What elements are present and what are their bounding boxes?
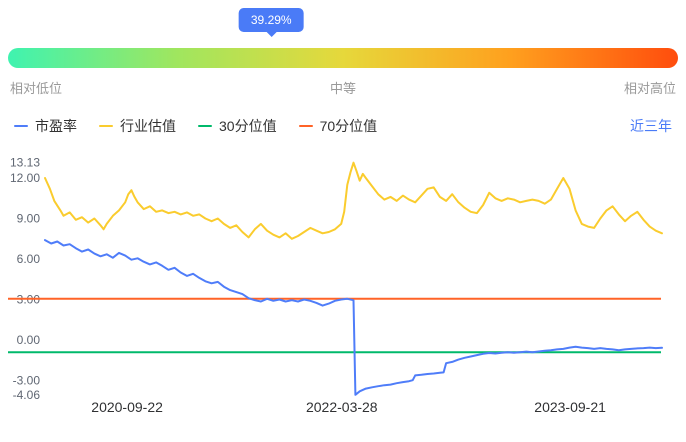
gauge-tooltip-value: 39.29% (250, 13, 292, 27)
pe-line-swatch-icon (14, 125, 28, 127)
legend-item-industry[interactable]: 行业估值 (99, 116, 176, 136)
y-axis-label: 0.00 (17, 333, 41, 347)
industry-series-line (44, 161, 663, 240)
gauge-label-mid: 中等 (329, 81, 356, 96)
x-axis-label: 2020-09-22 (91, 399, 163, 415)
p30-line-swatch-icon (198, 125, 212, 127)
gauge-label-high: 相对高位 (623, 81, 676, 96)
y-axis-label: -3.00 (13, 374, 41, 388)
legend-label-70th-percentile: 70分位值 (319, 118, 378, 134)
x-axis-label: 2022-03-28 (306, 399, 378, 415)
y-axis-label: 6.00 (17, 252, 41, 266)
pe-series-line (44, 239, 663, 396)
gauge-labels: 相对低位 中等 相对高位 (10, 78, 676, 97)
valuation-line-chart[interactable]: 13.1312.009.006.003.000.00-3.00-4.062020… (0, 150, 686, 442)
legend-item-30th-percentile[interactable]: 30分位值 (198, 116, 277, 136)
chart-legend: 市盈率 行业估值 30分位值 70分位值 近三年 (14, 116, 672, 136)
y-axis-label: 9.00 (17, 212, 41, 226)
legend-item-pe[interactable]: 市盈率 (14, 116, 77, 136)
y-axis-label: 13.13 (10, 156, 40, 170)
gauge-gradient-bar (8, 48, 678, 68)
legend-item-70th-percentile[interactable]: 70分位值 (298, 116, 378, 136)
x-axis-label: 2023-09-21 (534, 399, 606, 415)
legend-label-industry: 行业估值 (120, 118, 176, 134)
gauge-label-low: 相对低位 (10, 81, 63, 96)
y-axis-label: 12.00 (10, 171, 40, 185)
industry-line-swatch-icon (99, 125, 113, 127)
time-range-selector[interactable]: 近三年 (630, 118, 672, 134)
legend-label-30th-percentile: 30分位值 (219, 118, 277, 134)
p70-line-swatch-icon (298, 125, 313, 127)
valuation-gauge: 39.29% 相对低位 中等 相对高位 (8, 0, 678, 100)
y-axis-label: -4.06 (13, 388, 41, 402)
gauge-tooltip: 39.29% (238, 8, 304, 32)
legend-label-pe: 市盈率 (35, 118, 77, 134)
